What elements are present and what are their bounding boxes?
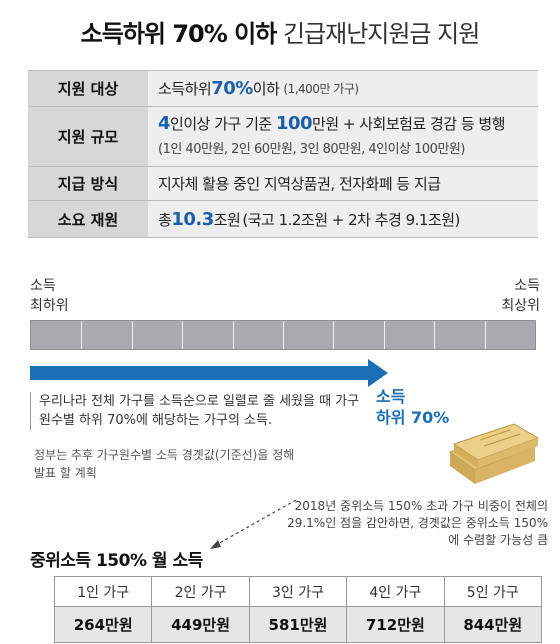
info-table: 지원 대상 소득하위 70% 이하 (1,400만 가구) 지원 규모 4인이상… [28, 70, 538, 238]
info-text: 조원 [213, 210, 241, 229]
info-text: 만원 + 사회보험료 경감 등 병행 [312, 115, 506, 133]
bar-left-label-line: 소득 [30, 278, 56, 294]
footnote-text: 2018년 중위소득 150% 초과 가구 비중이 전체의 29.1%인 점을 … [287, 499, 548, 547]
median-income-table: 1인 가구 2인 가구 3인 가구 4인 가구 5인 가구 264만원 449만… [53, 576, 543, 643]
info-text: 이하 [252, 80, 280, 98]
info-highlight: 4 [158, 113, 171, 134]
table-title: 중위소득 150% 월 소득 [30, 551, 203, 571]
note-text: 정부는 추후 가구원수별 소득 경곗값(기준선)을 정해 발표 할 계획 [34, 448, 295, 480]
bar-tick [81, 321, 83, 349]
info-label: 지급 방식 [28, 167, 148, 200]
income-distribution-bar [30, 320, 536, 350]
table-cell: 844만원 [443, 606, 543, 643]
info-highlight: 100 [275, 113, 313, 134]
bar-right-label-line: 최상위 [501, 298, 540, 314]
info-row-scale: 지원 규모 4인이상 가구 기준 100만원 + 사회보험료 경감 등 병행 (… [28, 106, 538, 166]
table-row: 264만원 449만원 581만원 712만원 844만원 [53, 606, 543, 643]
info-sub: (1인 40만원, 2인 60만원, 3인 80만원, 4인이상 100만원) [158, 142, 465, 157]
bar-left-label-line: 최하위 [30, 298, 69, 314]
title-bold: 소득하위 70% 이하 [80, 20, 278, 48]
table-cell: 712만원 [346, 606, 445, 643]
arrow-label: 소득 하위 70% [376, 386, 449, 428]
info-row-budget: 소요 재원 총 10.3 조원 (국고 1.2조원 + 2차 추경 9.1조원) [28, 200, 538, 238]
info-text: 인이상 가구 기준 [170, 115, 276, 133]
info-value: 소득하위 70% 이하 (1,400만 가구) [148, 71, 538, 106]
table-cell: 581만원 [248, 606, 348, 643]
info-text: 총 [158, 210, 172, 229]
table-header-cell: 3인 가구 [248, 576, 348, 607]
table-cell: 449만원 [151, 606, 250, 643]
arrow-right-icon [368, 359, 388, 387]
info-highlight: 10.3 [171, 208, 214, 230]
info-sub: (국고 1.2조원 + 2차 추경 9.1조원) [242, 210, 460, 229]
info-value: 총 10.3 조원 (국고 1.2조원 + 2차 추경 9.1조원) [148, 201, 538, 237]
bar-tick [484, 321, 486, 349]
info-label: 지원 대상 [28, 71, 148, 106]
table-header-cell: 5인 가구 [443, 576, 543, 607]
bar-left-label: 소득 최하위 [30, 276, 69, 316]
info-sub: (1,400만 가구) [283, 82, 359, 96]
title-rest: 긴급재난지원금 지원 [282, 20, 480, 48]
table-cell: 264만원 [53, 606, 153, 643]
info-highlight: 70% [211, 78, 253, 99]
bar-tick [232, 321, 234, 349]
bar-tick [131, 321, 133, 349]
arrow-label-line: 소득 [376, 387, 406, 406]
bar-tick [434, 321, 436, 349]
table-header-cell: 1인 가구 [53, 576, 153, 607]
info-value: 지자체 활용 중인 지역상품권, 전자화폐 등 지급 [148, 167, 538, 200]
table-header-row: 1인 가구 2인 가구 3인 가구 4인 가구 5인 가구 [53, 576, 543, 607]
info-label: 지원 규모 [28, 107, 148, 166]
info-label: 소요 재원 [28, 201, 148, 237]
bar-tick [383, 321, 385, 349]
table-header-cell: 2인 가구 [151, 576, 250, 607]
info-text: 소득하위 [158, 80, 212, 98]
arrow-label-line: 하위 70% [376, 408, 450, 427]
bar-right-label-line: 소득 [514, 278, 540, 294]
bar-tick [333, 321, 335, 349]
bar-tick [283, 321, 284, 349]
bar-tick [182, 321, 184, 349]
bar-right-label: 소득 최상위 [501, 276, 540, 316]
info-row-target: 지원 대상 소득하위 70% 이하 (1,400만 가구) [28, 70, 538, 106]
info-value: 4인이상 가구 기준 100만원 + 사회보험료 경감 등 병행 (1인 40만… [148, 107, 538, 166]
money-stack-icon [448, 423, 540, 484]
arrow-shaft [30, 366, 370, 380]
info-row-method: 지급 방식 지자체 활용 중인 지역상품권, 전자화폐 등 지급 [28, 166, 538, 200]
description-text: 우리나라 전체 가구를 소득순으로 일렬로 줄 세웠을 때 가구원수별 하위 7… [30, 392, 370, 430]
table-header-cell: 4인 가구 [346, 576, 445, 607]
page-title: 소득하위 70% 이하 긴급재난지원금 지원 [0, 14, 560, 49]
